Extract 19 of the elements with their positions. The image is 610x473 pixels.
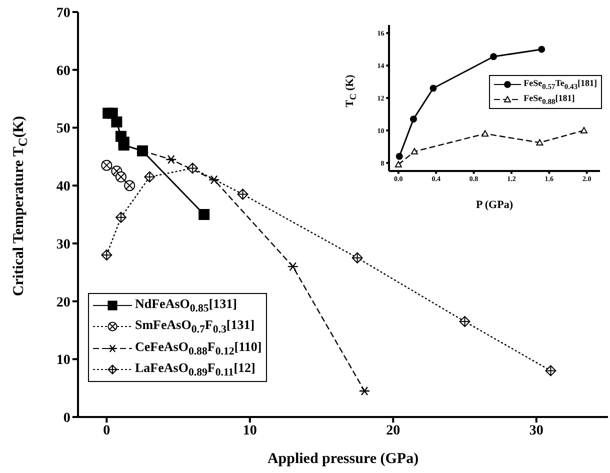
legend-label: CeFeAsO$_{0.88}$F$_{0.12}$[110]: [135, 338, 262, 359]
x-axis-title: P (GPa): [475, 198, 514, 210]
legend-label: FeSe$_{0.88}$[181]: [524, 92, 575, 107]
x-tick-label: 0: [103, 424, 110, 439]
legend-label: LaFeAsO$_{0.89}$F$_{0.11}$[12]: [135, 358, 256, 380]
legend-label: SmFeAsO$_{0.7}$F$_{0.3}$[131]: [135, 316, 255, 338]
x-tick-label: 30: [529, 424, 544, 439]
y-tick-label: 70: [56, 6, 70, 21]
y-tick-label: 50: [56, 122, 70, 137]
y-tick-label: 10: [56, 353, 70, 368]
y-tick-label: 0: [63, 410, 70, 426]
x-tick-label: 10: [242, 424, 257, 439]
legend-label: FeSe$_{0.57}$Te$_{0.43}$[181]: [524, 77, 597, 92]
y-tick-label: 60: [56, 64, 70, 79]
y-tick-label: 30: [56, 237, 70, 252]
x-axis-title: Applied pressure (GPa): [266, 450, 420, 468]
legend-label: NdFeAsO$_{0.85}$[131]: [135, 295, 238, 316]
y-tick-label: 20: [56, 295, 70, 310]
y-tick-label: 40: [56, 180, 70, 195]
